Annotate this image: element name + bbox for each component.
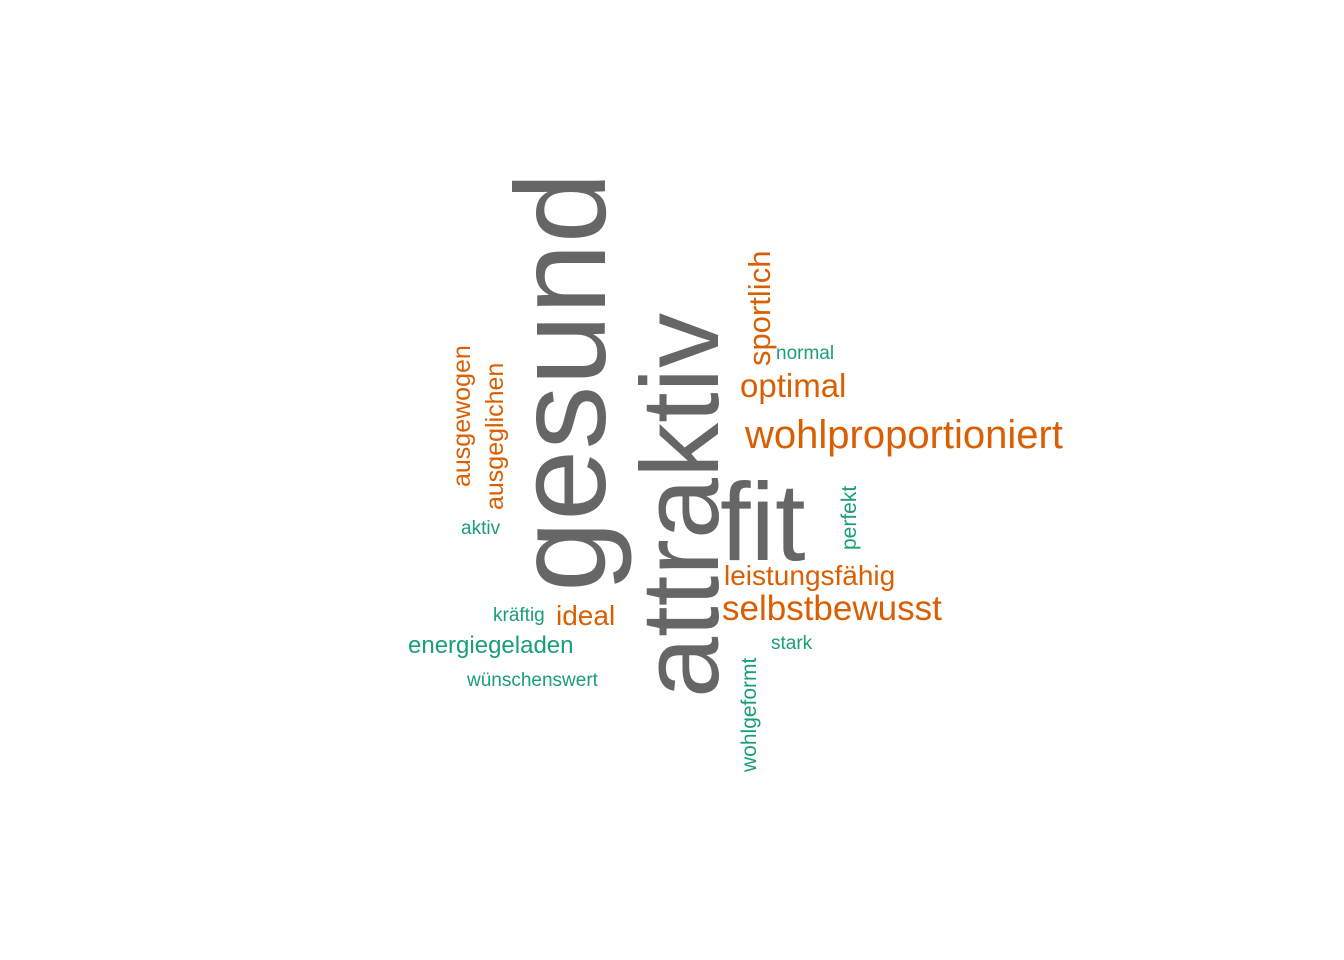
word-perfekt: perfekt xyxy=(838,486,861,550)
word-ausgeglichen: ausgeglichen xyxy=(481,363,509,510)
word-wohlproportioniert: wohlproportioniert xyxy=(744,413,1063,457)
word-stark: stark xyxy=(771,633,813,654)
word-optimal: optimal xyxy=(740,367,846,404)
word-fit: fit xyxy=(720,461,806,584)
word-attraktiv: attraktiv xyxy=(619,313,742,698)
word-sportlich: sportlich xyxy=(742,251,777,366)
word-aktiv: aktiv xyxy=(461,518,501,539)
word-ausgewogen: ausgewogen xyxy=(448,345,476,487)
word-kraeftig: kräftig xyxy=(493,605,545,626)
word-selbstbewusst: selbstbewusst xyxy=(722,589,942,628)
word-wohlgeformt: wohlgeformt xyxy=(738,657,761,773)
word-wuenschenswert: wünschenswert xyxy=(466,670,599,691)
word-ideal: ideal xyxy=(556,600,615,631)
word-gesund: gesund xyxy=(490,172,633,592)
word-energiegeladen: energiegeladen xyxy=(408,632,573,659)
word-normal: normal xyxy=(776,343,834,364)
word-leistungsfaehig: leistungsfähig xyxy=(724,560,895,591)
